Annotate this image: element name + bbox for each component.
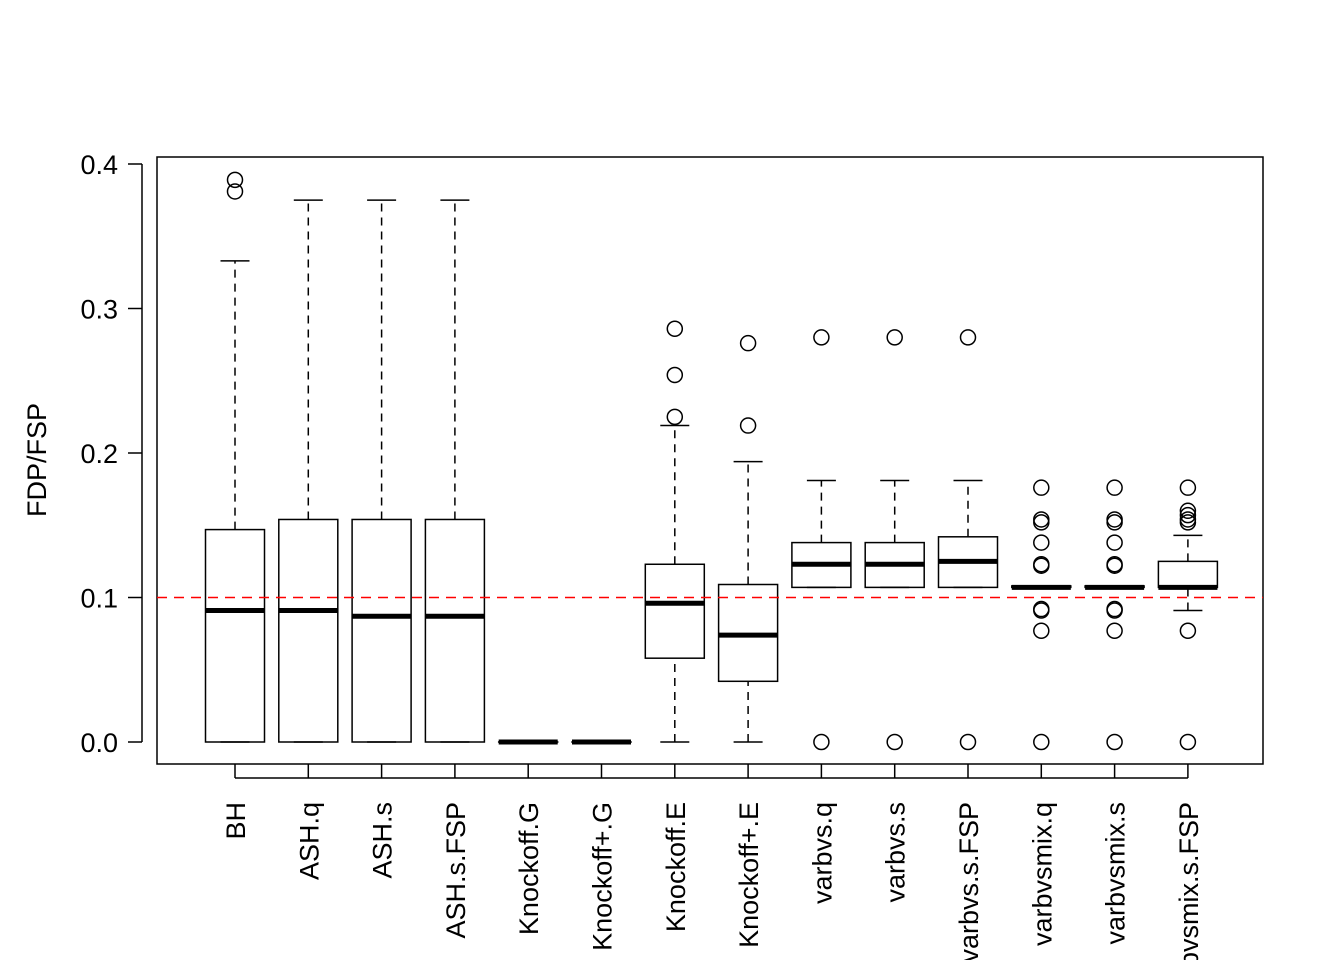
plot-frame xyxy=(156,156,1264,765)
outlier-point xyxy=(1106,479,1123,496)
outlier-point xyxy=(226,183,244,200)
outlier-point xyxy=(1179,479,1197,496)
box-body xyxy=(644,563,706,659)
box-group xyxy=(937,329,999,751)
outlier-point xyxy=(1033,479,1050,496)
box-body xyxy=(204,528,266,743)
box-body xyxy=(351,518,412,743)
outlier-point xyxy=(1033,602,1050,619)
outlier-point xyxy=(226,171,244,189)
y-tick-label: 0.3 xyxy=(80,295,118,325)
box-series xyxy=(204,171,1219,751)
box-body xyxy=(424,518,486,743)
y-axis-label: FDP/FSP xyxy=(22,403,52,517)
x-axis: BH ASH.q ASH.s ASH.s.FSP Knockoff.G Knockoff+… xyxy=(221,764,1204,960)
x-tick-label: varbvsmix.q xyxy=(1027,802,1057,946)
box-group xyxy=(1084,479,1145,751)
x-tick-label: ASH.q xyxy=(294,802,324,880)
outlier-point xyxy=(1033,557,1050,574)
outlier-point xyxy=(886,733,903,751)
box-group xyxy=(1157,479,1219,751)
x-tick-label: varbvsmix.s.FSP xyxy=(1174,802,1204,960)
y-tick-label: 0.0 xyxy=(80,728,118,758)
box-body xyxy=(278,518,339,743)
outlier-point xyxy=(1033,511,1050,528)
outlier-point xyxy=(666,366,684,384)
y-axis: 0.0 0.1 0.2 0.3 0.4 xyxy=(80,150,143,758)
box-group xyxy=(351,199,412,743)
outlier-point xyxy=(959,733,977,751)
outlier-point xyxy=(1179,622,1197,639)
outlier-point xyxy=(1033,556,1050,573)
outlier-point xyxy=(886,329,903,346)
outlier-point xyxy=(1106,534,1123,551)
outlier-point xyxy=(1033,733,1050,751)
outlier-point xyxy=(1106,557,1123,574)
x-tick-label: BH xyxy=(221,802,251,840)
outlier-point xyxy=(739,334,757,352)
outlier-point xyxy=(1106,556,1123,573)
outlier-point xyxy=(813,329,830,346)
outlier-point xyxy=(1179,511,1197,528)
y-tick-label: 0.4 xyxy=(80,150,118,180)
x-tick-label: Knockoff+.G xyxy=(588,802,618,951)
x-tick-label: varbvs.s.FSP xyxy=(954,802,984,960)
x-tick-label: varbvsmix.s xyxy=(1101,802,1131,945)
outlier-point xyxy=(1106,733,1123,751)
outlier-point xyxy=(1179,733,1197,751)
y-tick-label: 0.1 xyxy=(80,584,118,614)
box-body xyxy=(1157,560,1219,589)
box-group xyxy=(1011,479,1072,751)
box-group xyxy=(644,320,706,743)
box-group xyxy=(278,199,339,743)
y-tick-label: 0.2 xyxy=(80,439,118,469)
outlier-point xyxy=(1033,534,1050,551)
outlier-point xyxy=(1106,602,1123,619)
outlier-point xyxy=(1106,600,1123,618)
x-tick-label: varbvs.q xyxy=(807,802,837,904)
x-tick-label: Knockoff.G xyxy=(514,802,544,935)
outlier-point xyxy=(1179,502,1197,520)
box-group xyxy=(204,171,266,743)
x-tick-label: Knockoff+.E xyxy=(734,802,764,948)
x-tick-label: varbvs.s xyxy=(881,802,911,903)
x-tick-label: Knockoff.E xyxy=(661,802,691,932)
outlier-point xyxy=(959,329,977,346)
outlier-point xyxy=(1033,600,1050,618)
outlier-point xyxy=(739,417,757,434)
outlier-point xyxy=(1179,506,1197,524)
box-group xyxy=(791,329,852,751)
outlier-point xyxy=(813,733,830,751)
outlier-point xyxy=(1106,511,1123,528)
x-tick-label: ASH.s xyxy=(368,802,398,879)
x-tick-label: ASH.s.FSP xyxy=(441,802,471,939)
box-group xyxy=(424,199,486,743)
outlier-point xyxy=(666,408,684,426)
outlier-point xyxy=(1033,622,1050,639)
box-group xyxy=(864,329,925,751)
box-group xyxy=(717,334,779,743)
outlier-point xyxy=(666,320,684,337)
outlier-point xyxy=(1106,622,1123,639)
